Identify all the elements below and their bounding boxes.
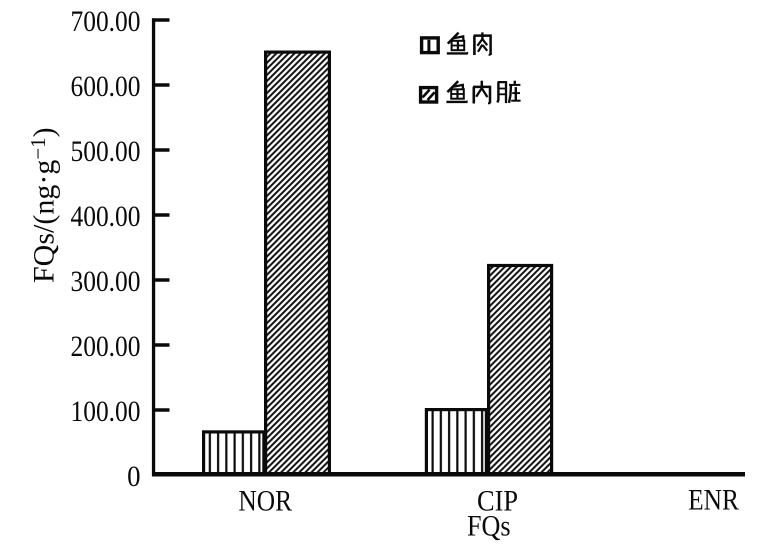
svg-text:100.00: 100.00 xyxy=(71,395,141,428)
svg-text:400.00: 400.00 xyxy=(71,200,141,233)
svg-text:CIP: CIP xyxy=(477,485,518,518)
svg-text:700.00: 700.00 xyxy=(71,5,141,38)
svg-text:FQs/(ng·g−1): FQs/(ng·g−1) xyxy=(26,127,61,283)
svg-text:0: 0 xyxy=(127,460,140,493)
svg-text:500.00: 500.00 xyxy=(71,135,141,168)
svg-text:200.00: 200.00 xyxy=(71,330,141,363)
svg-text:ENR: ENR xyxy=(688,484,739,517)
svg-text:NOR: NOR xyxy=(238,485,292,518)
svg-text:600.00: 600.00 xyxy=(71,70,141,103)
svg-text:FQs: FQs xyxy=(467,510,511,543)
svg-text:300.00: 300.00 xyxy=(71,265,141,298)
